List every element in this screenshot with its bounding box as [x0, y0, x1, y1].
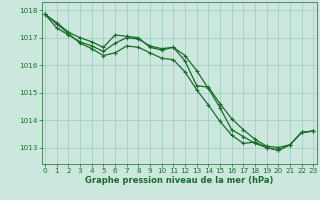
X-axis label: Graphe pression niveau de la mer (hPa): Graphe pression niveau de la mer (hPa) — [85, 176, 273, 185]
